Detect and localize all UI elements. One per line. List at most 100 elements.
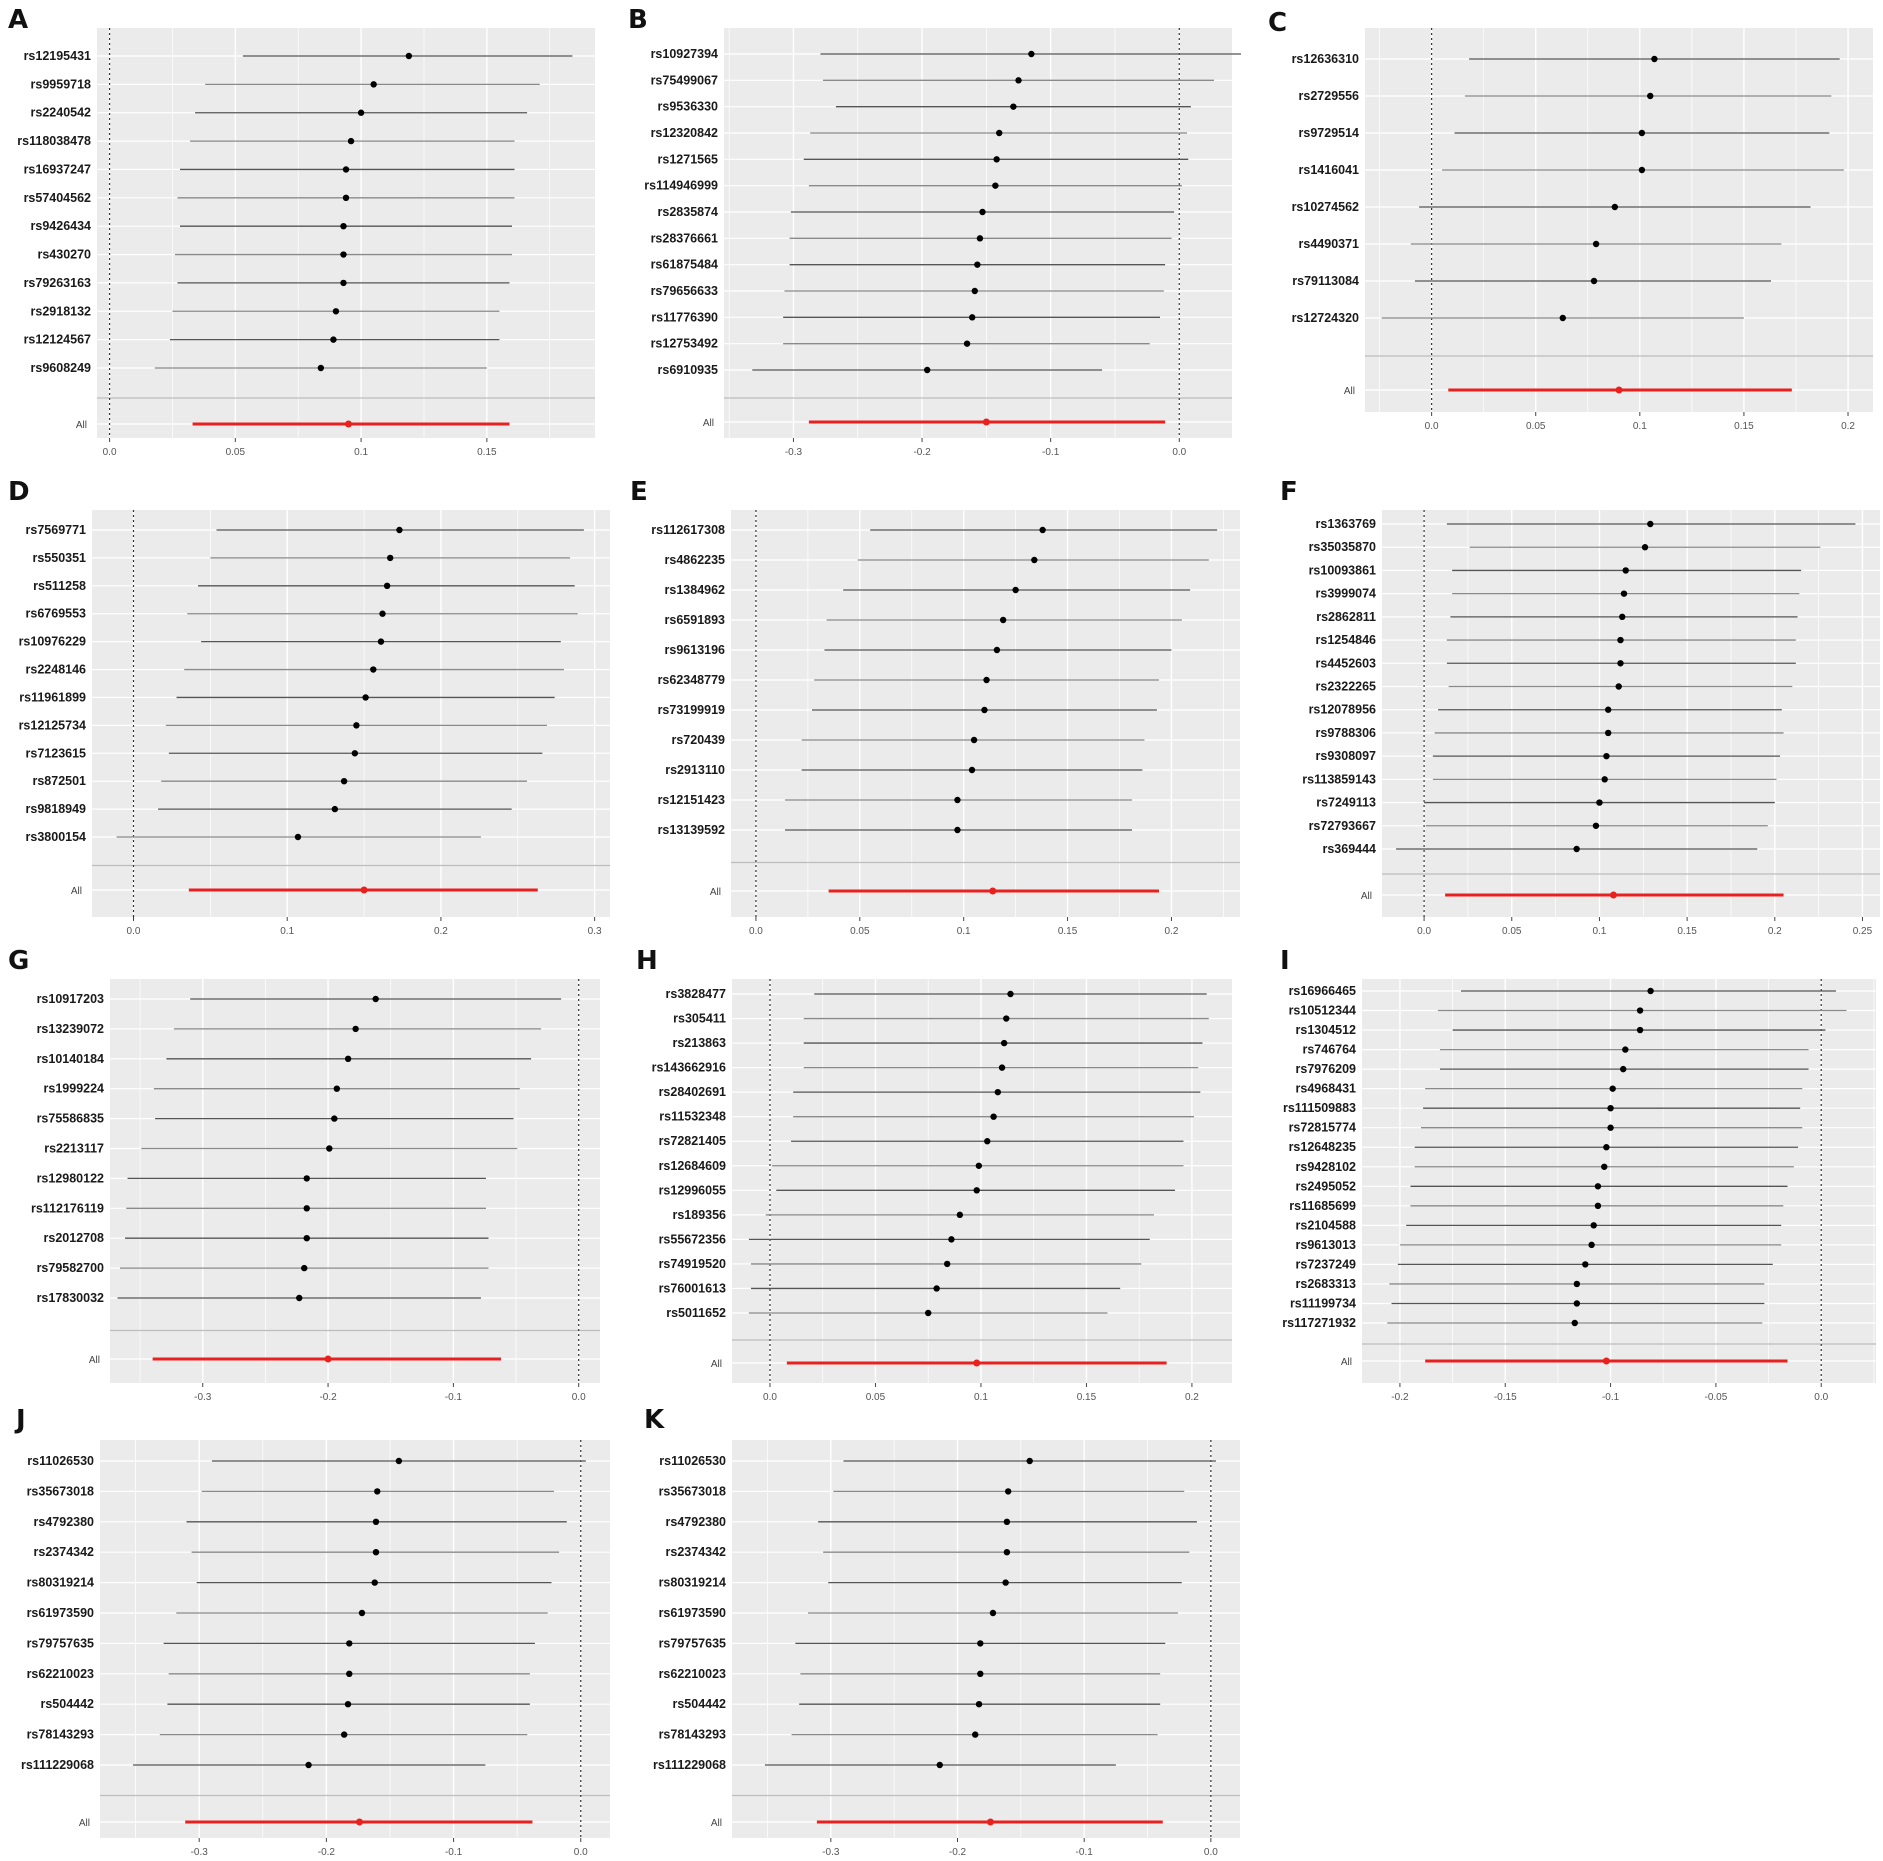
estimate-point [1609, 1085, 1616, 1092]
estimate-point [1607, 1104, 1614, 1112]
snp-label: rs11776390 [651, 310, 718, 324]
x-tick-label: -0.2 [1391, 1392, 1409, 1403]
x-tick-label: 0.0 [103, 447, 117, 458]
overall-estimate-point [1602, 1357, 1610, 1365]
estimate-point [379, 610, 386, 617]
x-tick-label: 0.0 [1417, 926, 1431, 937]
snp-label: rs9959718 [31, 77, 92, 91]
estimate-point [1000, 1039, 1008, 1047]
x-tick-label: 0.0 [763, 1392, 777, 1403]
snp-label: rs4968431 [1296, 1082, 1357, 1096]
x-tick-label: 0.0 [1172, 447, 1186, 458]
snp-label: rs12684609 [659, 1159, 726, 1173]
estimate-point [977, 1640, 984, 1647]
snp-label: rs369444 [1322, 842, 1376, 856]
snp-label: rs12124567 [24, 333, 91, 347]
estimate-point [999, 616, 1007, 624]
estimate-point [1026, 1457, 1033, 1465]
estimate-point [969, 314, 976, 321]
panel-letter: A [8, 5, 28, 35]
x-tick-label: 0.2 [1768, 926, 1782, 937]
estimate-point [1004, 1488, 1012, 1495]
x-tick-label: 0.15 [1677, 926, 1697, 937]
x-tick-label: 0.0 [1814, 1392, 1828, 1403]
estimate-point [984, 1138, 991, 1145]
plot-background [100, 1440, 610, 1838]
snp-label: rs11532348 [659, 1110, 726, 1124]
snp-label: rs143662916 [652, 1061, 726, 1075]
overall-label: All [79, 1818, 90, 1829]
snp-label: rs10976229 [19, 635, 86, 649]
snp-label: rs9788306 [1316, 726, 1377, 740]
estimate-point [948, 1236, 955, 1243]
snp-label: rs55672356 [659, 1232, 726, 1246]
snp-label: rs13239072 [37, 1022, 104, 1036]
snp-label: rs28402691 [659, 1085, 726, 1099]
estimate-point [405, 52, 413, 60]
estimate-point [340, 222, 347, 230]
x-tick-label: 0.3 [588, 926, 602, 937]
x-tick-label: 0.05 [1502, 926, 1522, 937]
snp-label: rs75499067 [651, 73, 718, 87]
estimate-point [377, 638, 385, 645]
overall-label: All [89, 1355, 100, 1366]
x-tick-label: 0.0 [749, 926, 763, 937]
x-tick-label: 0.2 [1164, 926, 1178, 937]
panel-letter: C [1268, 8, 1287, 38]
snp-label: rs118038478 [17, 134, 91, 148]
panel-letter: D [8, 477, 30, 507]
x-tick-label: -0.05 [1705, 1392, 1728, 1403]
estimate-point [305, 1761, 312, 1769]
estimate-point [1573, 1280, 1581, 1288]
snp-label: rs112176119 [31, 1201, 104, 1215]
x-tick-label: 0.2 [434, 926, 448, 937]
x-tick-label: -0.1 [445, 1847, 463, 1858]
snp-label: rs113859143 [1302, 772, 1376, 786]
panel-letter: I [1280, 946, 1290, 976]
overall-estimate-point [1609, 891, 1617, 899]
estimate-point [1592, 240, 1600, 248]
estimate-point [1638, 166, 1646, 174]
snp-label: rs80319214 [659, 1576, 726, 1590]
estimate-point [296, 1294, 303, 1302]
snp-label: rs79113084 [1292, 274, 1359, 288]
estimate-point [344, 1701, 352, 1708]
snp-label: rs62210023 [659, 1667, 726, 1681]
snp-label: rs2913110 [665, 763, 725, 777]
snp-label: rs872501 [32, 774, 86, 788]
estimate-point [303, 1175, 310, 1182]
x-tick-label: 0.05 [226, 447, 246, 458]
estimate-point [395, 1457, 403, 1465]
estimate-point [1590, 1222, 1597, 1229]
snp-label: rs12151423 [658, 793, 725, 807]
overall-label: All [703, 418, 714, 429]
estimate-point [1636, 1026, 1644, 1034]
x-tick-label: 0.2 [1841, 421, 1855, 432]
snp-label: rs504442 [40, 1697, 94, 1711]
estimate-point [1588, 1241, 1595, 1249]
x-tick-label: 0.0 [127, 926, 141, 937]
estimate-point [963, 340, 971, 347]
snp-label: rs2213117 [44, 1142, 104, 1156]
snp-label: rs10512344 [1289, 1004, 1356, 1018]
x-tick-label: 0.05 [850, 926, 870, 937]
snp-label: rs12996055 [659, 1183, 726, 1197]
estimate-point [1573, 845, 1580, 853]
snp-label: rs1363769 [1316, 517, 1377, 531]
overall-estimate-point [345, 420, 353, 428]
snp-label: rs74919520 [659, 1257, 726, 1271]
snp-label: rs5011652 [666, 1306, 726, 1320]
estimate-point [975, 1701, 983, 1708]
estimate-point [362, 694, 369, 701]
snp-label: rs6591893 [665, 613, 726, 627]
x-tick-label: -0.1 [1602, 1392, 1620, 1403]
estimate-point [353, 722, 360, 729]
estimate-point [976, 235, 984, 242]
snp-label: rs1384962 [665, 583, 726, 597]
panel-letter: E [630, 477, 648, 507]
estimate-point [972, 1731, 979, 1738]
x-tick-label: 0.15 [477, 447, 497, 458]
snp-label: rs17830032 [37, 1291, 104, 1305]
